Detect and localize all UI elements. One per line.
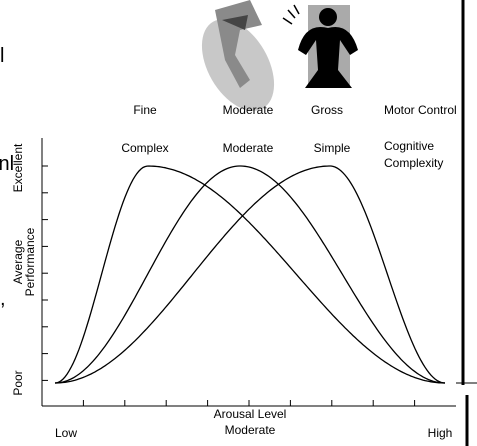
x-label: Low bbox=[55, 426, 77, 440]
motor-label: Moderate bbox=[223, 103, 274, 117]
cognitive-title: Cognitive bbox=[384, 139, 434, 153]
curves bbox=[55, 166, 445, 383]
y-label: Performance bbox=[23, 227, 37, 296]
y-label: Excellent bbox=[11, 143, 25, 192]
x-label: Moderate bbox=[225, 423, 276, 437]
x-title: Arousal Level bbox=[214, 407, 287, 421]
cut-text: , bbox=[0, 288, 6, 310]
cognitive-label: Simple bbox=[314, 141, 351, 155]
motor-label: Gross bbox=[311, 103, 343, 117]
motor-title: Motor Control bbox=[384, 103, 457, 117]
curve bbox=[55, 166, 445, 383]
curve bbox=[55, 166, 445, 383]
diagram: l inl , Fine Moderate Gross Motor Contro… bbox=[0, 0, 477, 446]
curve bbox=[55, 166, 445, 383]
x-label: High bbox=[428, 426, 453, 440]
cut-text: l bbox=[0, 45, 4, 67]
gross-motor-figure bbox=[283, 5, 358, 88]
motor-label: Fine bbox=[133, 103, 157, 117]
y-label: Poor bbox=[11, 370, 25, 395]
cognitive-label: Moderate bbox=[223, 141, 274, 155]
cognitive-title: Complexity bbox=[384, 156, 443, 170]
cognitive-label: Complex bbox=[121, 141, 168, 155]
